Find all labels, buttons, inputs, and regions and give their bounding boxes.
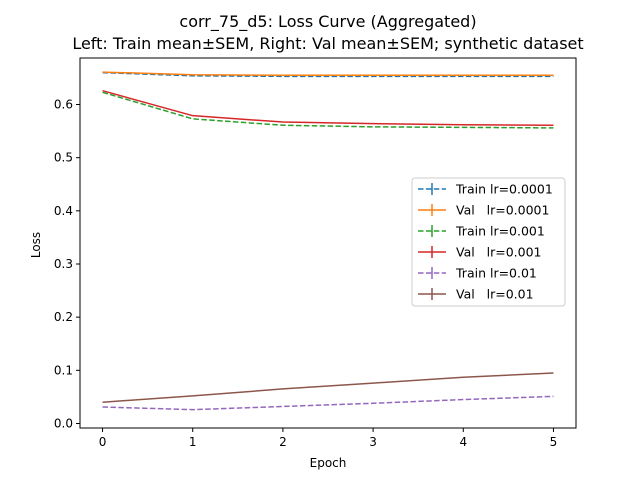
x-tick-label: 1 — [189, 435, 197, 449]
plot-data — [102, 71, 554, 411]
x-tick-label: 0 — [99, 435, 107, 449]
legend-label: Val lr=0.01 — [456, 287, 534, 302]
series-line — [102, 89, 554, 126]
x-axis-label: Epoch — [310, 456, 347, 470]
x-tick-label: 5 — [550, 435, 558, 449]
x-tick-label: 4 — [459, 435, 467, 449]
legend-label: Train lr=0.0001 — [455, 182, 553, 197]
series-line — [102, 71, 554, 78]
y-tick-label: 0.5 — [54, 151, 73, 165]
x-axis: 0 1 2 3 4 5 — [99, 428, 558, 449]
y-tick-label: 0.1 — [54, 363, 73, 377]
series-line — [102, 71, 554, 77]
y-tick-label: 0.2 — [54, 310, 73, 324]
series-line — [102, 372, 554, 403]
y-axis-label: Loss — [29, 232, 43, 258]
legend-label: Train lr=0.001 — [455, 224, 545, 239]
x-tick-label: 2 — [279, 435, 287, 449]
y-axis: 0.0 0.1 0.2 0.3 0.4 0.5 0.6 — [54, 98, 80, 430]
legend-box — [411, 177, 566, 307]
y-tick-label: 0.0 — [54, 416, 73, 430]
legend-label: Train lr=0.01 — [455, 266, 537, 281]
legend-label: Val lr=0.0001 — [456, 203, 549, 218]
y-tick-label: 0.6 — [54, 98, 73, 112]
plot-frame — [79, 57, 577, 429]
legend: Train lr=0.0001 Val lr=0.0001 Train lr=0.0… — [411, 177, 566, 307]
series-line — [102, 395, 554, 411]
y-tick-label: 0.3 — [54, 257, 73, 271]
x-tick-label: 3 — [369, 435, 377, 449]
chart-title: corr_75_d5: Loss Curve (Aggregated) — [179, 12, 476, 32]
series-line — [102, 91, 554, 129]
legend-label: Val lr=0.001 — [456, 245, 542, 260]
chart-subtitle: Left: Train mean±SEM, Right: Val mean±SE… — [72, 34, 583, 53]
y-tick-label: 0.4 — [54, 204, 73, 218]
